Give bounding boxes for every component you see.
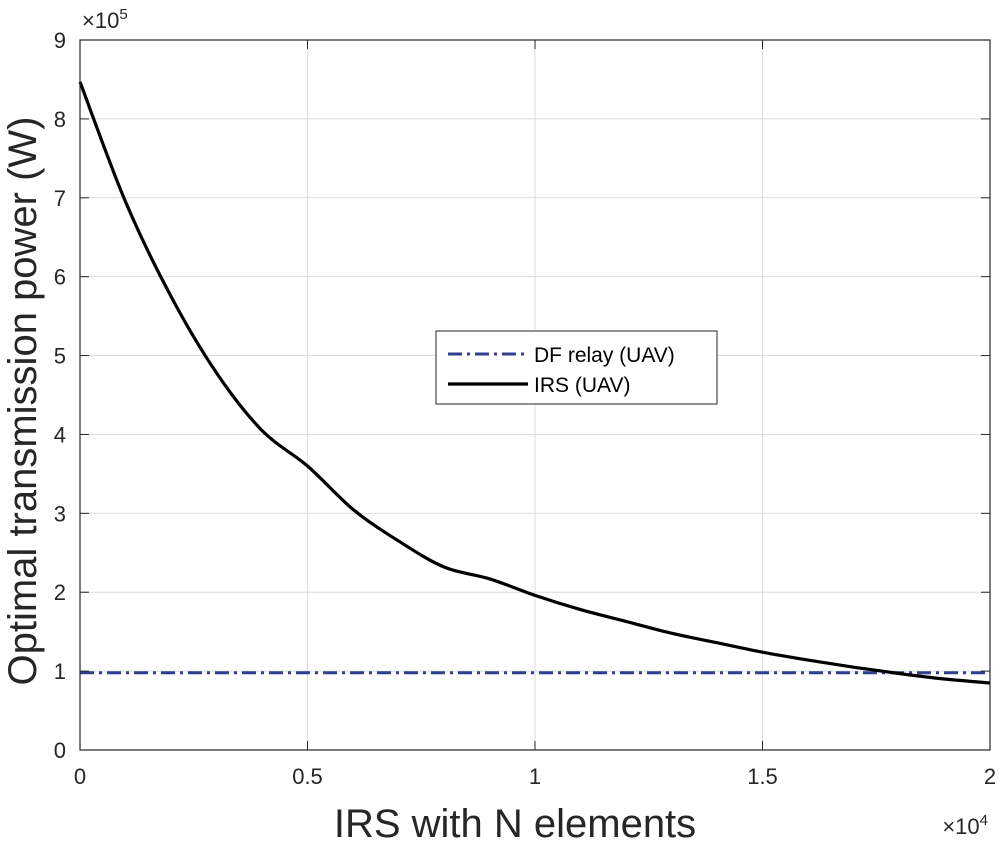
x-tick-label: 0 xyxy=(74,764,86,789)
plot-series xyxy=(78,81,991,685)
y-tick-label: 1 xyxy=(54,659,66,684)
x-tick-label: 1 xyxy=(529,764,541,789)
y-tick-label: 9 xyxy=(54,28,66,53)
y-tick-label: 6 xyxy=(54,265,66,290)
legend-box xyxy=(435,330,718,405)
axis-ticks: 0 0.5 1 1.5 2 0 1 2 3 4 5 6 7 8 9 xyxy=(54,28,996,789)
y-axis-multiplier: ×105 xyxy=(82,6,128,33)
x-tick-label: 1.5 xyxy=(747,764,778,789)
x-axis-multiplier: ×104 xyxy=(942,812,988,839)
y-tick-label: 5 xyxy=(54,344,66,369)
legend-label-df-relay: DF relay (UAV) xyxy=(534,344,675,367)
x-axis-label: IRS with N elements xyxy=(334,802,696,846)
legend: DF relay (UAV) IRS (UAV) xyxy=(435,330,718,405)
y-axis-label: Optimal transmission power (W) xyxy=(1,116,45,685)
y-tick-label: 8 xyxy=(54,107,66,132)
x-tick-label: 2 xyxy=(984,764,996,789)
series-line-irs xyxy=(78,81,991,685)
legend-label-irs: IRS (UAV) xyxy=(534,374,630,397)
y-tick-label: 3 xyxy=(54,501,66,526)
y-tick-label: 7 xyxy=(54,186,66,211)
x-tick-label: 0.5 xyxy=(292,764,323,789)
y-tick-label: 4 xyxy=(54,422,66,447)
y-tick-label: 2 xyxy=(54,580,66,605)
y-tick-label: 0 xyxy=(54,738,66,763)
